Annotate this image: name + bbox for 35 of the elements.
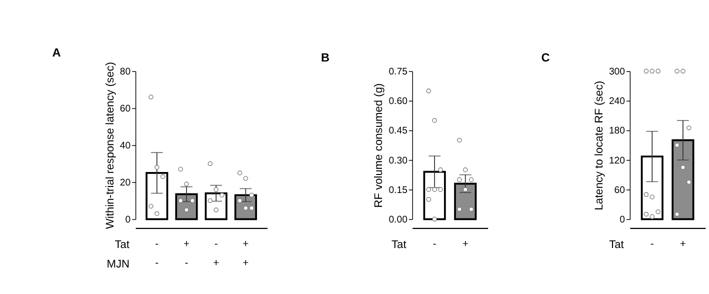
x-tick-label: - +	[213, 238, 220, 270]
chart-title: C	[541, 50, 550, 65]
x-tick-label: +	[462, 238, 468, 250]
y-tick-label: 0	[125, 214, 131, 226]
x-tick-label: -	[432, 238, 436, 250]
y-tick-label: 0.75	[388, 66, 408, 78]
y-tick-label: 0.30	[388, 155, 408, 166]
text: Tat	[114, 239, 130, 252]
y-axis-title: RF volume consumed (g)	[373, 83, 386, 208]
y-axis-title: Within-trial response latency (sec)	[104, 62, 116, 230]
text: MJN	[106, 258, 130, 270]
x-tick-label: - -	[155, 238, 159, 270]
y-tick-label: 20	[120, 177, 131, 188]
y-tick-label: 60	[120, 103, 131, 114]
y-tick-label: 0.45	[388, 126, 408, 137]
y-tick-label: 80	[120, 66, 131, 78]
y-tick-label: 120	[608, 155, 625, 166]
y-tick-label: 240	[608, 96, 625, 108]
y-tick-label: 0.60	[388, 96, 408, 108]
text: Tat	[391, 239, 406, 252]
y-tick-label: 0	[620, 214, 625, 226]
y-tick-label: 40	[120, 140, 131, 152]
y-tick-label: 0.00	[388, 214, 408, 226]
x-tick-label: +	[680, 238, 686, 250]
chart-title: A	[52, 45, 62, 60]
y-tick-label: 60	[614, 184, 625, 196]
y-tick-label: 180	[608, 126, 625, 137]
chart-title: B	[320, 50, 330, 65]
x-tick-label: + +	[242, 238, 249, 270]
y-tick-label: 0.15	[388, 184, 408, 196]
y-axis-title: Latency to locate RF (sec)	[593, 80, 606, 210]
y-tick-label: 300	[608, 66, 625, 78]
text: Tat	[609, 239, 624, 252]
x-tick-label: -	[650, 238, 654, 250]
x-tick-label: + -	[183, 238, 190, 270]
